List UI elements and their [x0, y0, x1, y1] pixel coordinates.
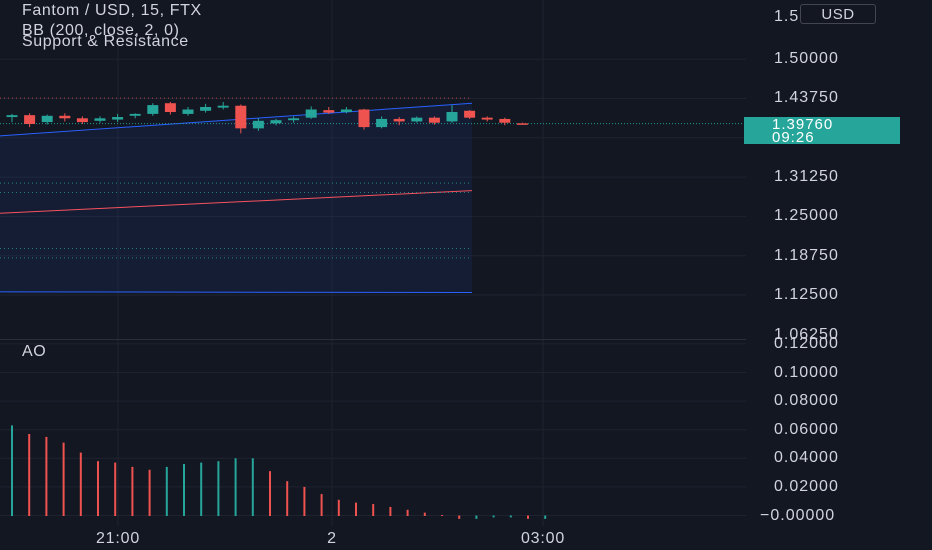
candle-body	[41, 115, 53, 123]
ao-axis-label: 0.04000	[774, 449, 839, 467]
ao-axis-label: −0.00000	[760, 506, 836, 524]
candle-body	[182, 109, 194, 114]
time-axis-label: 21:00	[95, 530, 141, 547]
candle-body	[411, 117, 423, 122]
candle-body	[499, 118, 511, 123]
candle-body	[112, 117, 124, 120]
candle-body	[393, 118, 405, 122]
symbol-legend[interactable]: Fantom / USD, 15, FTX	[22, 2, 202, 19]
candle-body	[464, 110, 476, 118]
ao-axis-label: 0.06000	[774, 420, 839, 438]
candle-body	[200, 106, 212, 111]
candle-body	[358, 109, 370, 128]
price-axis-label: 1.43750	[774, 89, 839, 106]
time-axis-label: 2	[327, 530, 337, 547]
ao-axis-label: 0.08000	[774, 392, 839, 410]
ao-axis-label: 0.02000	[774, 478, 839, 495]
candle-body	[428, 117, 440, 123]
candle-body	[129, 113, 141, 116]
bb-indicator-legend[interactable]: BB (200, close, 2, 0)	[22, 22, 180, 39]
bb-lower-line	[0, 291, 473, 293]
time-axis-label: 03:00	[520, 530, 566, 547]
candle-body	[270, 120, 282, 124]
candle-body	[516, 123, 528, 125]
price-axis-label: 1.06250	[774, 326, 839, 343]
price-axis-label: 1.50000	[774, 50, 839, 67]
candle-body	[217, 105, 229, 108]
time-axis[interactable]: 21:00 2 03:00	[0, 526, 746, 550]
bar-countdown: 09:26	[772, 129, 815, 146]
candle-body	[164, 103, 176, 113]
candle-body	[481, 117, 493, 120]
candle-body	[376, 118, 388, 128]
price-axis-label: 1.25000	[774, 207, 839, 224]
candle-body	[76, 118, 88, 123]
sr-indicator-legend[interactable]: Support & Resistance	[22, 33, 189, 50]
candle-body	[24, 115, 36, 124]
ao-axis-label: 0.10000	[774, 363, 839, 381]
price-axis-label: 1.12500	[774, 286, 839, 303]
currency-button[interactable]: USD	[800, 4, 876, 24]
current-price-value: 1.39760	[772, 116, 834, 133]
candle-body	[59, 115, 71, 119]
ao-indicator-legend[interactable]: AO	[22, 343, 47, 360]
candle-body	[305, 109, 317, 118]
candle-body	[94, 118, 106, 121]
ao-chart-canvas[interactable]	[0, 340, 746, 526]
candle-body	[323, 110, 335, 113]
price-axis[interactable]: 1.562501.500001.437501.375001.312501.250…	[744, 0, 932, 526]
ao-indicator-pane[interactable]: AO	[0, 340, 746, 526]
ao-axis-label: 0.12000	[774, 335, 839, 352]
price-chart-pane[interactable]: Fantom / USD, 15, FTX BB (200, close, 2,…	[0, 0, 746, 340]
current-price-tag: 1.39760 09:26	[744, 116, 900, 146]
candle-body	[235, 105, 247, 129]
candle-body	[446, 112, 458, 122]
candle-body	[340, 109, 352, 113]
candle-body	[6, 115, 18, 118]
price-axis-label: 1.31250	[774, 168, 839, 185]
price-axis-label: 1.18750	[774, 247, 839, 264]
candle-body	[288, 118, 300, 121]
bb-basis-line	[0, 190, 473, 214]
candle-body	[252, 120, 264, 129]
candle-body	[147, 105, 159, 114]
bb-band-fill	[0, 103, 472, 293]
price-chart-canvas[interactable]	[0, 0, 746, 340]
